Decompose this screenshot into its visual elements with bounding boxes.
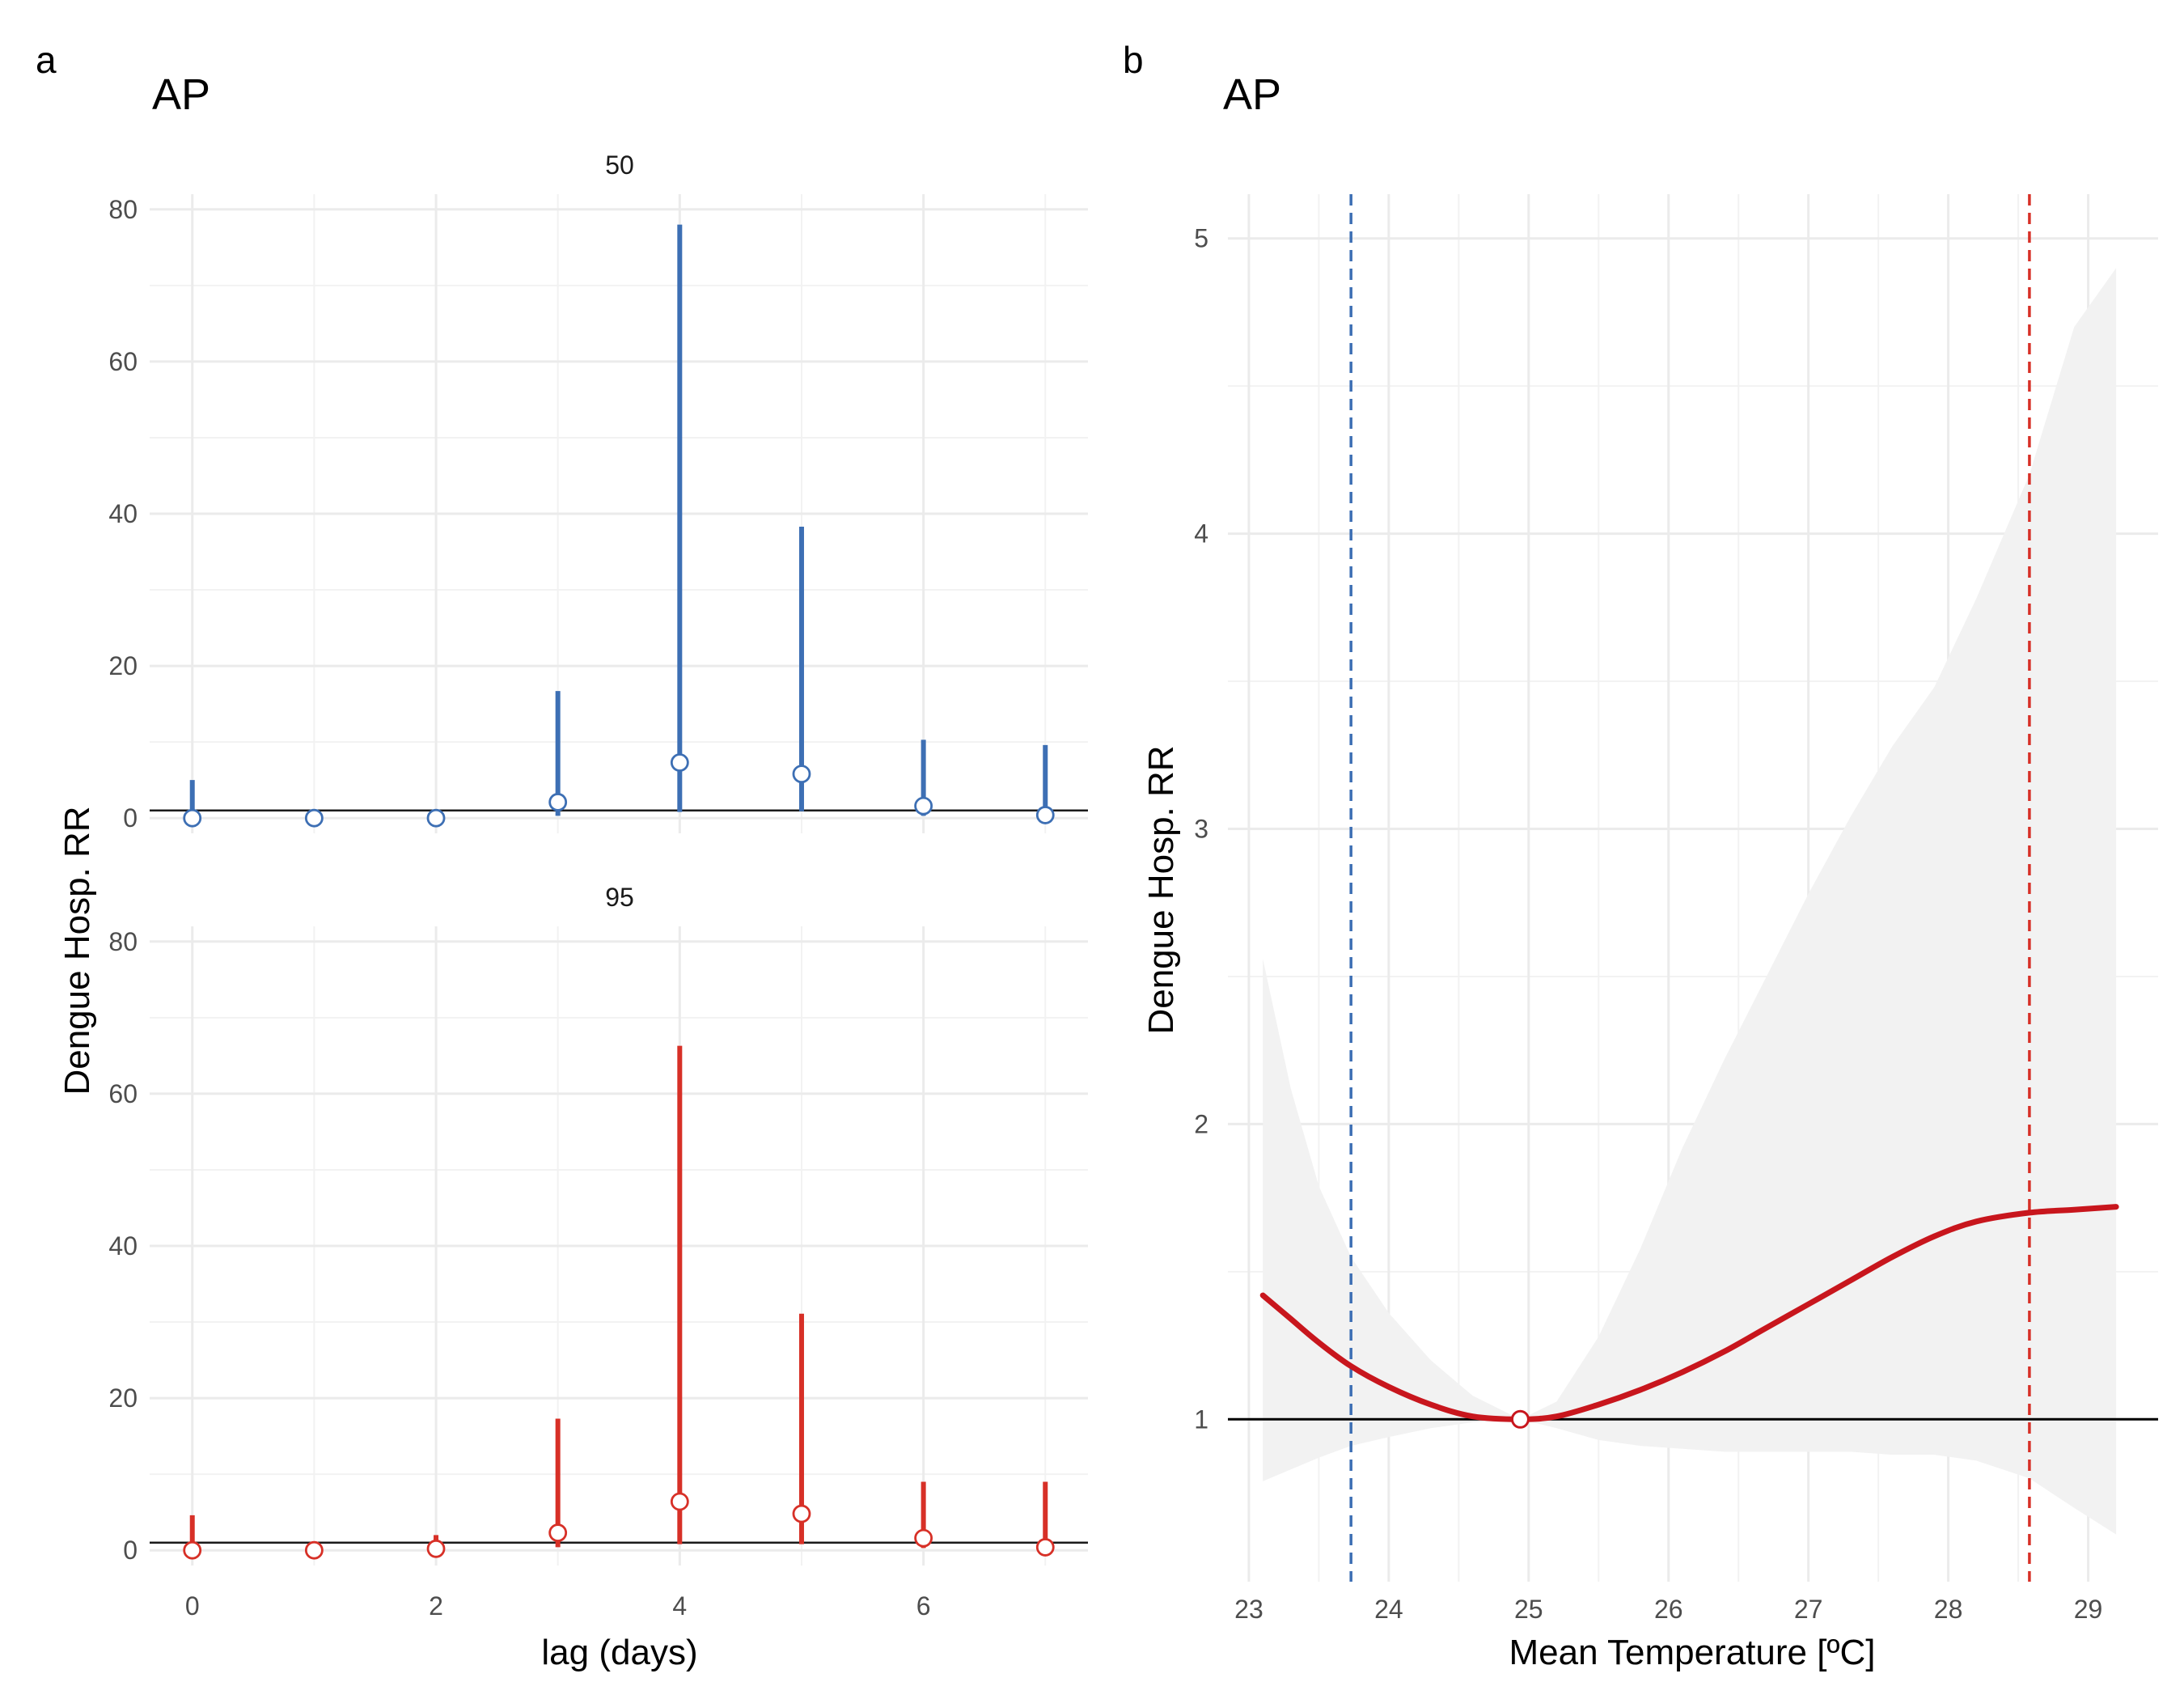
y-tick-label: 40 xyxy=(108,1231,138,1260)
y-tick-label: 80 xyxy=(108,195,138,224)
y-tick-label: 20 xyxy=(108,1383,138,1413)
panel-a-title: AP xyxy=(152,70,210,119)
point-estimate xyxy=(548,793,568,811)
point-estimate xyxy=(426,808,446,828)
x-tick-label: 25 xyxy=(1514,1595,1543,1624)
point-estimate xyxy=(426,1539,446,1558)
point-estimate xyxy=(670,1492,689,1511)
x-tick-label: 23 xyxy=(1234,1595,1263,1624)
facet-95: 95 0 20 40 60 80 xyxy=(108,883,1088,1566)
point-estimate xyxy=(304,1540,324,1560)
y-tick-label: 2 xyxy=(1194,1109,1208,1138)
x-tick-label: 28 xyxy=(1934,1595,1963,1624)
x-tick-label: 0 xyxy=(185,1591,200,1621)
lag-x-axis-title: lag (days) xyxy=(541,1633,697,1672)
y-tick-label: 60 xyxy=(108,1079,138,1108)
y-tick-label: 60 xyxy=(108,347,138,376)
percentile-lines xyxy=(1349,194,2031,1582)
y-tick-label: 0 xyxy=(123,1536,138,1565)
rr-curve-line xyxy=(1259,1204,2119,1422)
x-tick-label: 29 xyxy=(2074,1595,2103,1624)
y-tick-label: 5 xyxy=(1194,224,1208,253)
point-estimate xyxy=(792,765,811,784)
point-estimate xyxy=(304,808,324,828)
y-tick-label: 1 xyxy=(1194,1405,1208,1434)
x-tick-label: 24 xyxy=(1374,1595,1403,1624)
lag-y-axis-title: Dengue Hosp. RR xyxy=(57,806,97,1095)
y-tick-label: 3 xyxy=(1194,815,1208,844)
y-tick-label: 40 xyxy=(108,499,138,528)
point-estimate xyxy=(183,1540,202,1560)
point-estimate xyxy=(914,1528,933,1548)
panel-b-title: AP xyxy=(1223,70,1281,119)
facet-50: 50 0 20 40 60 80 xyxy=(108,150,1088,833)
point-estimate xyxy=(670,753,689,772)
panel-a-letter: a xyxy=(36,39,57,81)
point-estimate xyxy=(1035,806,1055,824)
confidence-band-area xyxy=(1263,268,2117,1535)
x-tick-label: 2 xyxy=(429,1591,443,1621)
point-estimate xyxy=(792,1504,811,1523)
y-tick-label: 80 xyxy=(108,927,138,956)
confidence-band xyxy=(1263,268,2117,1535)
temperature-y-axis-title: Dengue Hosp. RR xyxy=(1141,745,1181,1034)
point-estimate xyxy=(548,1523,568,1542)
point-estimate xyxy=(914,796,933,816)
x-tick-label: 4 xyxy=(672,1591,687,1621)
x-tick-label: 26 xyxy=(1654,1595,1683,1624)
point-estimate xyxy=(1035,1538,1055,1557)
rr-curve xyxy=(1259,1204,2119,1429)
panel-b-letter: b xyxy=(1123,39,1144,81)
lag-x-ticks: 0 2 4 6 xyxy=(185,1591,931,1621)
y-tick-label: 0 xyxy=(123,803,138,833)
y-tick-label: 20 xyxy=(108,651,138,680)
x-tick-label: 6 xyxy=(916,1591,931,1621)
y-tick-label: 4 xyxy=(1194,519,1208,549)
reference-temperature-marker xyxy=(1510,1409,1530,1429)
facet-label: 95 xyxy=(605,883,634,912)
facet-label: 50 xyxy=(605,150,634,180)
x-tick-label: 27 xyxy=(1794,1595,1823,1624)
temperature-x-axis-title: Mean Temperature [ºC] xyxy=(1509,1633,1875,1672)
point-estimate xyxy=(183,808,202,828)
